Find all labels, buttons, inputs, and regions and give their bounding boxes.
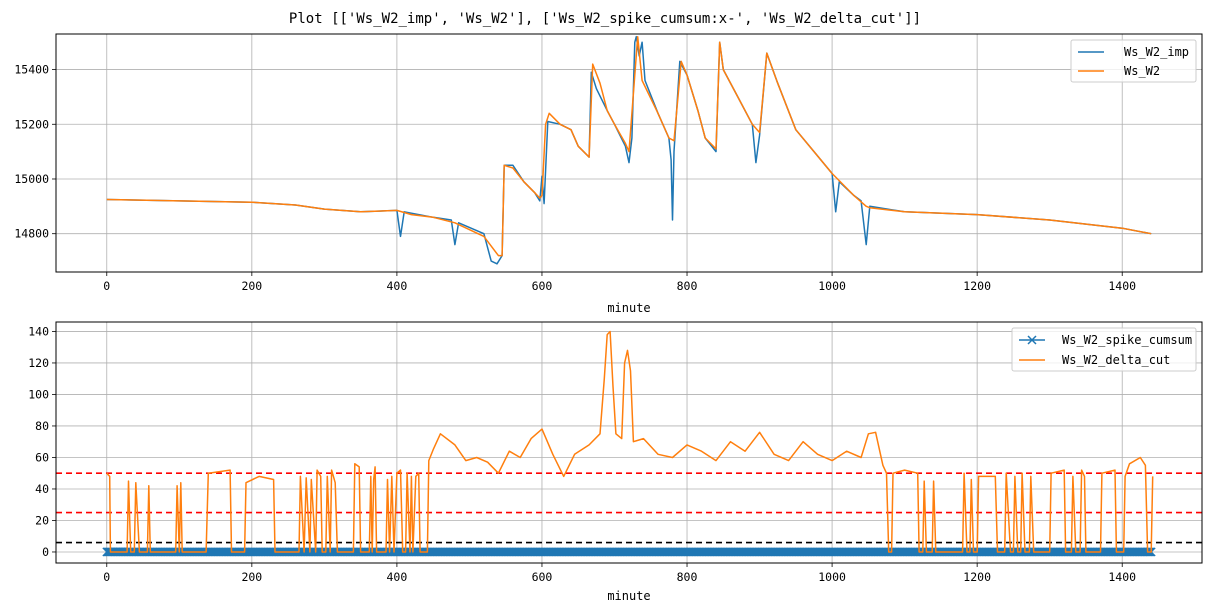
- bottom-legend: Ws_W2_spike_cumsum Ws_W2_delta_cut: [1011, 327, 1197, 372]
- x-tick-label: 600: [532, 279, 553, 293]
- top-plot-area: [56, 34, 1202, 272]
- top-y-ticks: 14800 15000 15200 15400: [14, 63, 56, 241]
- x-tick-label: 400: [387, 570, 408, 584]
- x-tick-label: 1400: [1108, 570, 1136, 584]
- x-tick-label: 1200: [963, 570, 991, 584]
- series-line-ws-w2-delta-cut: [106, 330, 1154, 553]
- y-tick-label: 40: [35, 482, 49, 496]
- bottom-y-ticks: 0 20 40 60 80 100 120 140: [28, 324, 56, 559]
- x-tick-label: 1000: [818, 279, 846, 293]
- bottom-axes-frame: [55, 321, 1203, 564]
- legend-label-ws-w2-imp: Ws_W2_imp: [1124, 45, 1189, 59]
- top-legend: Ws_W2_imp Ws_W2: [1070, 39, 1197, 83]
- legend-label-ws-w2-spike-cumsum: Ws_W2_spike_cumsum: [1062, 333, 1192, 347]
- top-axes-frame: [55, 33, 1203, 273]
- x-tick-label: 1200: [963, 279, 991, 293]
- y-tick-label: 15400: [14, 63, 49, 77]
- figure-title: Plot [['Ws_W2_imp', 'Ws_W2'], ['Ws_W2_sp…: [289, 11, 921, 27]
- y-tick-label: 140: [28, 324, 49, 338]
- x-tick-label: 400: [387, 279, 408, 293]
- bottom-axes: 0 200 400 600 800 1000 1200 1400 0 20 40 60 80 100 12…: [28, 321, 1203, 603]
- y-tick-label: 14800: [14, 227, 49, 241]
- x-tick-label: 800: [677, 570, 698, 584]
- bottom-series-group: [56, 330, 1202, 557]
- top-axes: 0 200 400 600 800 1000 1200 1400 14800 15000 1520…: [14, 33, 1203, 315]
- x-tick-label: 1000: [818, 570, 846, 584]
- x-tick-label: 0: [103, 570, 110, 584]
- x-tick-label: 1400: [1108, 279, 1136, 293]
- x-tick-label: 800: [677, 279, 698, 293]
- bottom-x-axis-label: minute: [607, 589, 650, 603]
- bottom-legend-box: [1011, 327, 1197, 372]
- top-x-ticks: 0 200 400 600 800 1000 1200 1400: [103, 272, 1136, 293]
- top-x-axis-label: minute: [607, 301, 650, 315]
- y-tick-label: 120: [28, 356, 49, 370]
- x-tick-label: 0: [103, 279, 110, 293]
- x-tick-label: 600: [532, 570, 553, 584]
- y-tick-label: 15200: [14, 117, 49, 131]
- legend-label-ws-w2-delta-cut: Ws_W2_delta_cut: [1062, 353, 1170, 367]
- y-tick-label: 60: [35, 450, 49, 464]
- legend-marker-x-icon: [1027, 335, 1037, 345]
- y-tick-label: 0: [42, 545, 49, 559]
- x-tick-label: 200: [241, 279, 262, 293]
- bottom-x-ticks: 0 200 400 600 800 1000 1200 1400: [103, 563, 1136, 584]
- y-tick-label: 100: [28, 387, 49, 401]
- y-tick-label: 80: [35, 419, 49, 433]
- top-series-group: [106, 35, 1152, 265]
- x-tick-label: 200: [241, 570, 262, 584]
- y-tick-label: 15000: [14, 172, 49, 186]
- legend-label-ws-w2: Ws_W2: [1124, 64, 1160, 78]
- series-line-ws-w2: [106, 35, 1152, 257]
- y-tick-label: 20: [35, 513, 49, 527]
